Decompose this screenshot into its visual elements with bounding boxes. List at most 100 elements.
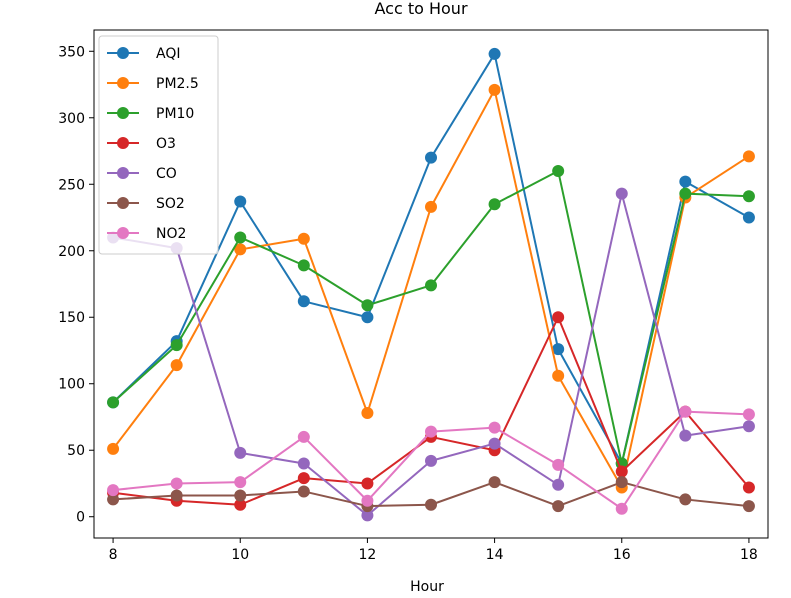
legend-item-pm10: PM10 — [107, 106, 194, 122]
legend-marker — [117, 77, 129, 89]
data-point-so2 — [488, 476, 501, 489]
data-point-so2 — [679, 493, 692, 506]
chart-title: Acc to Hour — [374, 0, 467, 18]
series-o3 — [107, 311, 755, 511]
data-point-co — [679, 429, 692, 442]
data-point-aqi — [488, 47, 501, 60]
data-point-aqi — [361, 311, 374, 324]
x-tick-label: 14 — [486, 547, 504, 563]
y-tick-label: 50 — [67, 443, 85, 459]
data-point-pm10 — [170, 339, 183, 352]
data-point-so2 — [552, 500, 565, 513]
legend-frame — [98, 35, 219, 255]
legend-label: O3 — [156, 136, 176, 152]
legend-item-pm25: PM2.5 — [107, 76, 199, 92]
data-point-pm25 — [297, 232, 310, 245]
data-point-no2 — [425, 425, 437, 438]
data-point-co — [552, 478, 565, 491]
x-tick-label: 8 — [109, 547, 118, 563]
legend-label: PM2.5 — [156, 76, 199, 92]
series-no2 — [107, 405, 755, 515]
data-point-pm10 — [425, 279, 437, 292]
series-pm25 — [107, 83, 755, 494]
data-point-co — [425, 454, 437, 467]
data-point-no2 — [361, 494, 374, 507]
data-point-so2 — [425, 498, 437, 511]
data-point-so2 — [107, 493, 120, 506]
data-point-co — [361, 509, 374, 522]
legend-item-o3: O3 — [107, 136, 176, 152]
legend-marker — [117, 107, 129, 119]
x-tick-label: 18 — [740, 547, 758, 563]
y-tick-label: 250 — [58, 177, 85, 193]
data-point-o3 — [361, 477, 374, 490]
legend: AQI PM2.5 PM10 O3 CO SO2 NO2 — [98, 35, 219, 255]
y-tick-label: 200 — [58, 244, 85, 260]
y-tick-label: 300 — [58, 111, 85, 127]
data-point-aqi — [425, 151, 437, 164]
data-point-co — [615, 187, 628, 200]
legend-item-no2: NO2 — [107, 226, 186, 242]
data-point-no2 — [679, 405, 692, 418]
series-co — [107, 187, 755, 522]
data-point-no2 — [615, 502, 628, 515]
plot-series — [107, 47, 755, 522]
x-tick-label: 12 — [359, 547, 377, 563]
data-point-no2 — [234, 476, 247, 489]
legend-label: NO2 — [156, 226, 186, 242]
data-point-so2 — [170, 489, 183, 502]
data-point-aqi — [234, 195, 247, 208]
data-point-o3 — [615, 465, 628, 478]
data-point-aqi — [742, 211, 755, 224]
data-point-pm10 — [361, 299, 374, 312]
legend-marker — [117, 167, 129, 179]
data-point-o3 — [552, 311, 565, 324]
y-axis: 0 50 100 150 200 250 300 350 — [58, 44, 94, 526]
legend-label: SO2 — [156, 196, 185, 212]
legend-item-co: CO — [107, 166, 177, 182]
x-tick-label: 16 — [613, 547, 631, 563]
series-pm10 — [107, 164, 755, 470]
data-point-no2 — [107, 484, 120, 497]
legend-marker — [117, 227, 129, 239]
legend-item-so2: SO2 — [107, 196, 185, 212]
data-point-pm10 — [107, 396, 120, 409]
legend-item-aqi: AQI — [107, 46, 180, 62]
data-point-pm10 — [679, 187, 692, 200]
data-point-aqi — [297, 295, 310, 308]
x-tick-label: 10 — [231, 547, 249, 563]
data-point-pm25 — [425, 200, 437, 213]
data-point-so2 — [297, 485, 310, 498]
data-point-pm25 — [552, 369, 565, 382]
data-point-co — [488, 437, 501, 450]
data-point-pm25 — [488, 83, 501, 96]
data-point-no2 — [297, 430, 310, 443]
data-point-o3 — [234, 498, 247, 511]
data-point-no2 — [170, 477, 183, 490]
data-point-o3 — [742, 481, 755, 494]
data-point-pm10 — [488, 198, 501, 211]
data-point-o3 — [297, 472, 310, 485]
data-point-aqi — [679, 175, 692, 188]
x-axis-label: Hour — [410, 579, 444, 595]
x-axis: 8 10 12 14 16 18 — [109, 538, 758, 563]
legend-marker — [117, 47, 129, 59]
data-point-pm25 — [234, 243, 247, 256]
data-point-no2 — [488, 421, 501, 434]
data-point-co — [742, 420, 755, 433]
data-point-pm25 — [170, 359, 183, 372]
plot-frame — [93, 29, 769, 539]
data-point-co — [234, 446, 247, 459]
data-point-so2 — [615, 476, 628, 489]
legend-marker — [117, 197, 129, 209]
legend-label: CO — [156, 166, 177, 182]
data-point-pm25 — [742, 150, 755, 163]
y-tick-label: 0 — [76, 510, 85, 526]
data-point-aqi — [552, 343, 565, 356]
data-point-no2 — [742, 408, 755, 421]
y-tick-label: 350 — [58, 44, 85, 60]
legend-label: AQI — [156, 46, 180, 62]
data-point-pm10 — [297, 259, 310, 272]
y-tick-label: 100 — [58, 377, 85, 393]
